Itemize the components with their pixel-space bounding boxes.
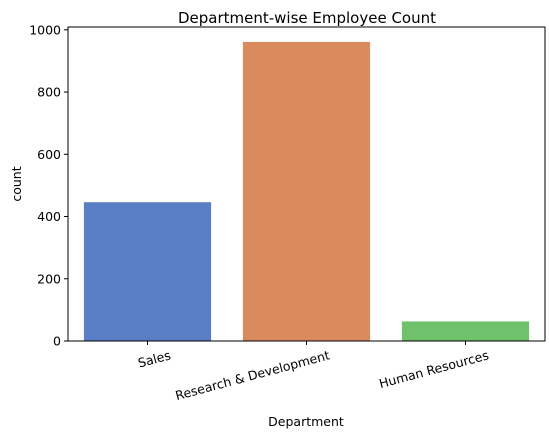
x-tick-label-research-development: Research & Development — [174, 347, 332, 403]
y-tick-label: 600 — [37, 147, 61, 162]
plot-area-frame — [67, 26, 546, 342]
bar-human-resources — [401, 321, 530, 341]
y-axis-label: count — [9, 166, 24, 201]
y-tick-label: 400 — [37, 209, 61, 224]
y-tick-label: 0 — [53, 334, 61, 349]
y-tick-label: 800 — [37, 85, 61, 100]
bar-research-development — [242, 41, 371, 341]
x-axis-label: Department — [268, 414, 344, 429]
y-tick-label: 1000 — [29, 22, 61, 37]
chart-title: Department-wise Employee Count — [178, 9, 436, 27]
y-tick-label: 200 — [37, 271, 61, 286]
x-tick-label-sales: Sales — [136, 347, 172, 370]
bar-sales — [83, 202, 212, 341]
x-tick-label-human-resources: Human Resources — [377, 347, 490, 391]
